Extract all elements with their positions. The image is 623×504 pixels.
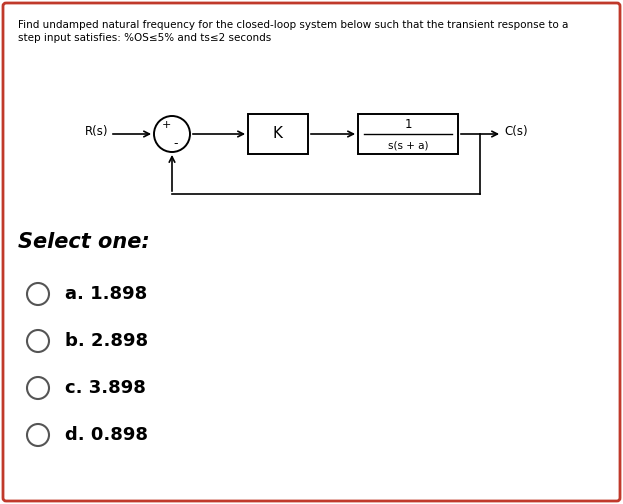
- Text: 1: 1: [404, 117, 412, 131]
- Text: +: +: [161, 120, 171, 130]
- Text: a. 1.898: a. 1.898: [65, 285, 147, 303]
- Text: K: K: [273, 127, 283, 142]
- FancyBboxPatch shape: [3, 3, 620, 501]
- Text: d. 0.898: d. 0.898: [65, 426, 148, 444]
- Text: Find undamped natural frequency for the closed-loop system below such that the t: Find undamped natural frequency for the …: [18, 20, 568, 30]
- Text: Select one:: Select one:: [18, 232, 150, 252]
- Text: R(s): R(s): [85, 124, 108, 138]
- Text: c. 3.898: c. 3.898: [65, 379, 146, 397]
- FancyBboxPatch shape: [358, 114, 458, 154]
- Text: s(s + a): s(s + a): [388, 140, 428, 150]
- Text: C(s): C(s): [504, 124, 528, 138]
- Text: -: -: [174, 138, 178, 151]
- Text: step input satisfies: %OS≤5% and ts≤2 seconds: step input satisfies: %OS≤5% and ts≤2 se…: [18, 33, 271, 43]
- FancyBboxPatch shape: [248, 114, 308, 154]
- Text: b. 2.898: b. 2.898: [65, 332, 148, 350]
